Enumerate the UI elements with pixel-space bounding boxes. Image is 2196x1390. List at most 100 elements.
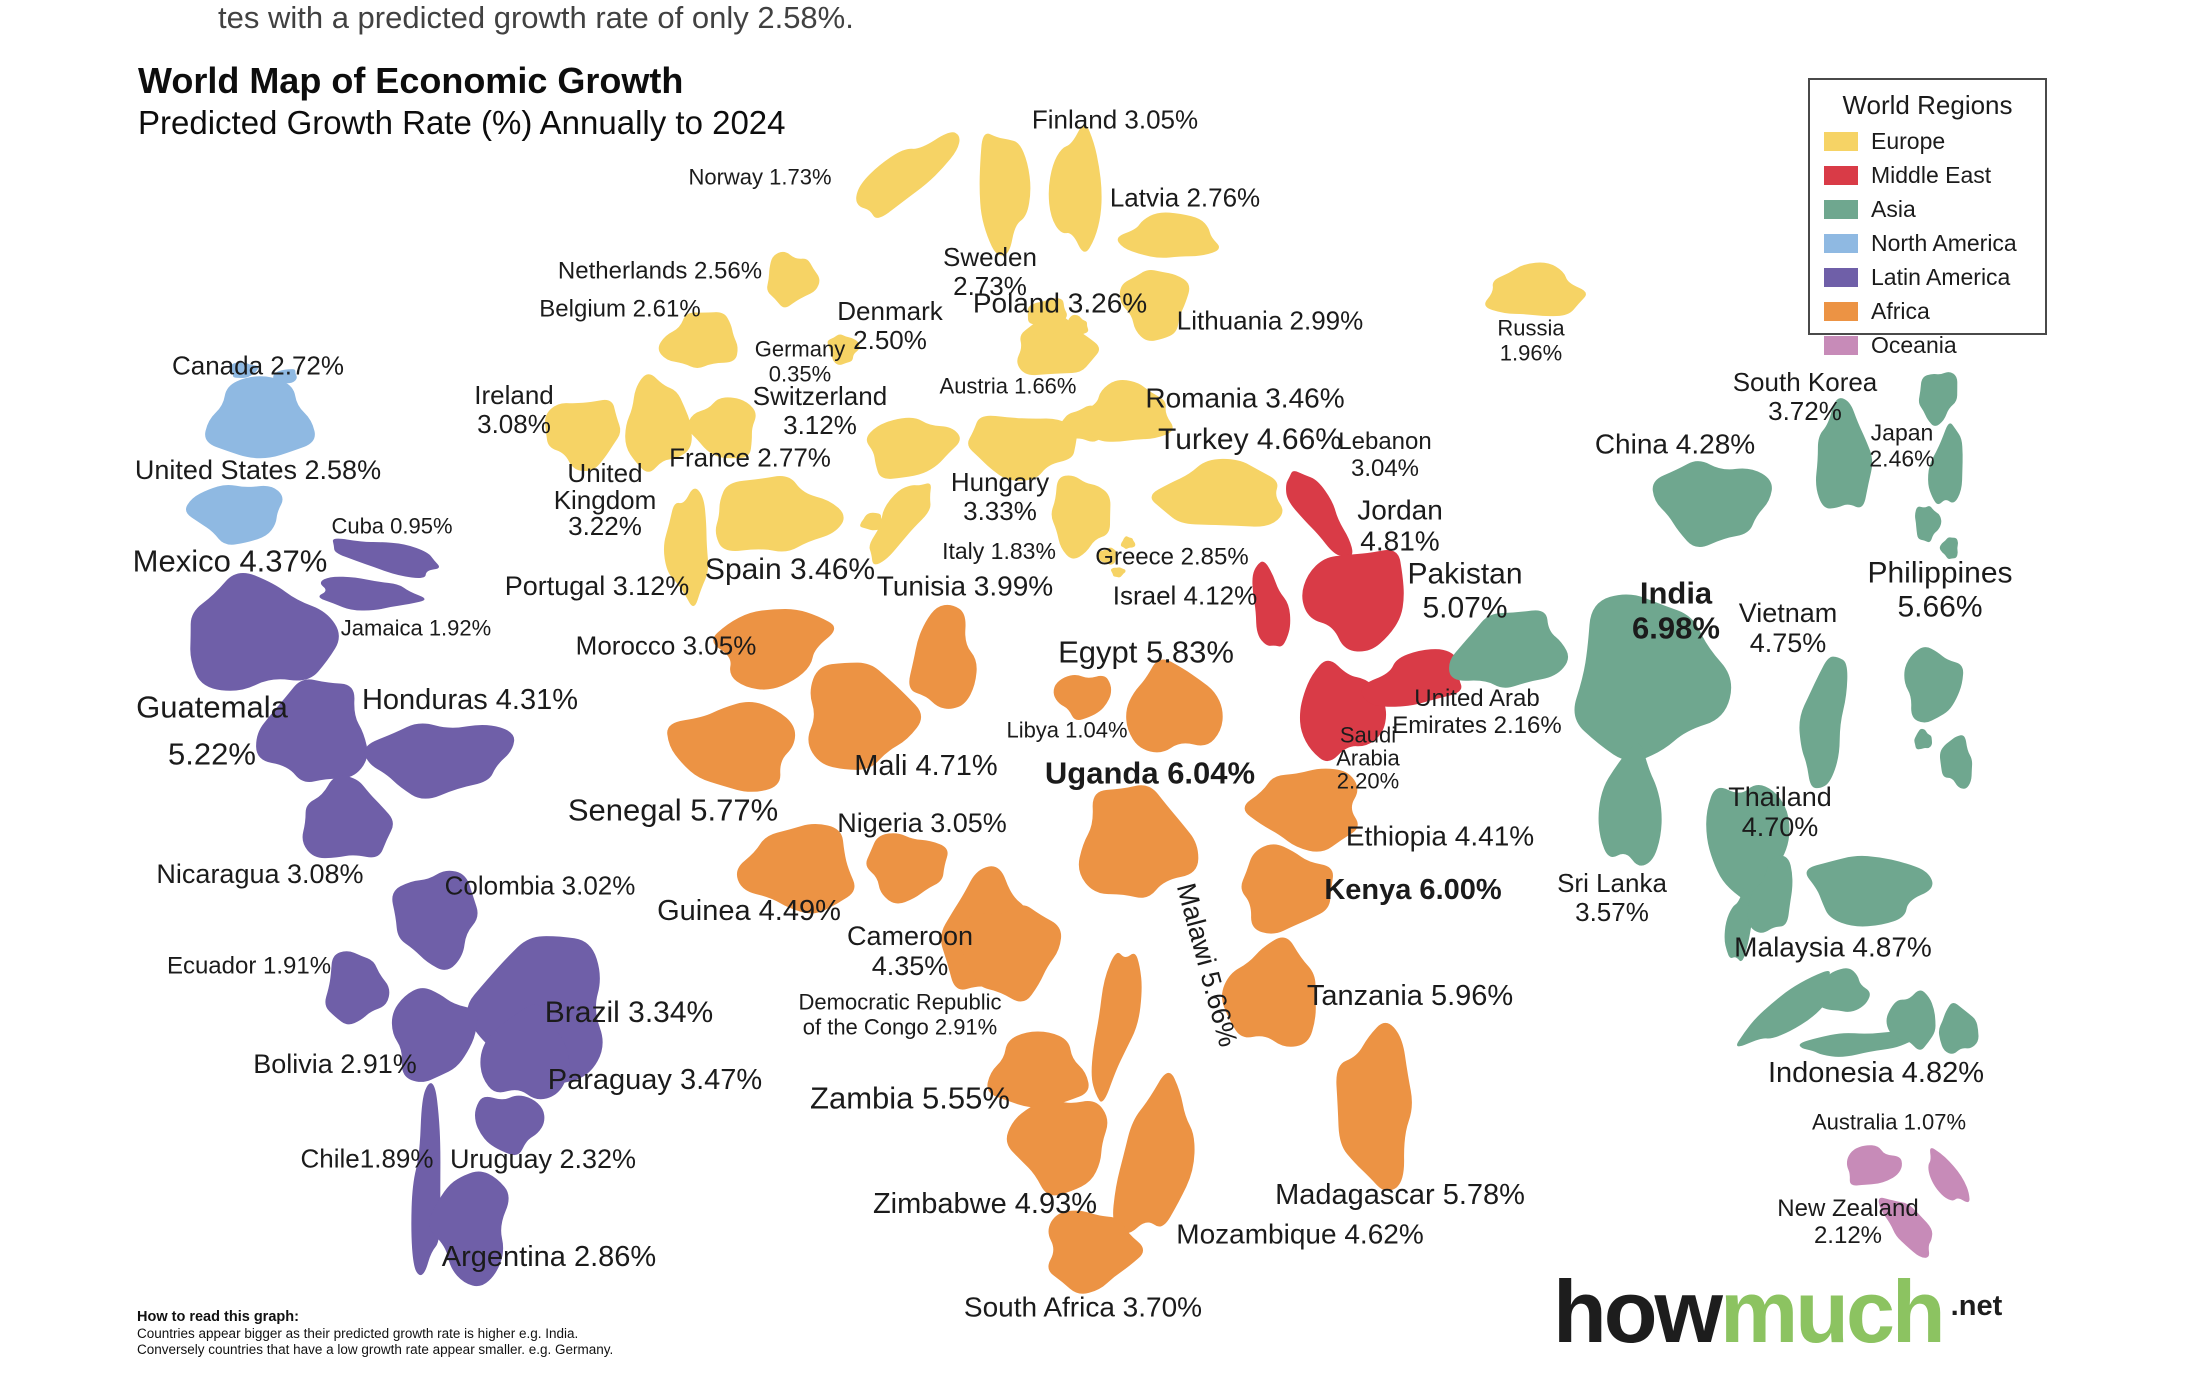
legend-swatch-north_america: [1824, 234, 1858, 253]
country-shape-poland: [1017, 315, 1100, 376]
legend-title: World Regions: [1842, 90, 2013, 120]
country-label-argentina: Argentina 2.86%: [441, 1240, 657, 1273]
country-shape-switzerland: [866, 417, 960, 479]
country-shape-indonesia: [1737, 971, 1833, 1047]
country-shape-uganda: [1078, 785, 1199, 898]
country-label-austria: Austria 1.66%: [939, 373, 1077, 399]
country-shape-greece-2: [1120, 536, 1136, 549]
country-label-hungary: Hungary 3.33%: [950, 466, 1050, 526]
country-label-saudi-arabia: Saudi Arabia 2.20%: [1336, 722, 1400, 794]
country-label-egypt: Egypt 5.83%: [1058, 634, 1234, 670]
country-shape-lithuania: [1119, 269, 1190, 341]
country-label-romania: Romania 3.46%: [1145, 382, 1345, 414]
country-label-morocco: Morocco 3.05%: [575, 630, 757, 661]
country-shape-jamaica: [319, 576, 425, 611]
country-label-uruguay: Uruguay 2.32%: [449, 1143, 637, 1174]
country-shape-romania: [1080, 380, 1173, 442]
country-shape-netherlands: [767, 251, 820, 308]
country-shape-china: [1652, 461, 1772, 548]
country-shape-indonesia-2: [1799, 1031, 1921, 1057]
country-label-madagascar: Madagascar 5.78%: [1275, 1178, 1525, 1211]
country-shape-mexico: [190, 573, 339, 691]
legend-item-latin_america: Latin America: [1824, 264, 2045, 291]
page-subtitle: Predicted Growth Rate (%) Annually to 20…: [138, 104, 786, 141]
country-label-democratic-republic-of-the-congo: Democratic Republic of the Congo 2.91%: [798, 989, 1002, 1039]
country-label-zimbabwe: Zimbabwe 4.93%: [872, 1187, 1098, 1220]
article-text-fragment: tes with a predicted growth rate of only…: [218, 0, 854, 35]
country-shape-egypt: [1126, 659, 1223, 753]
country-shape-jordan: [1302, 550, 1404, 652]
legend-item-middle_east: Middle East: [1824, 162, 2045, 189]
country-shape-zambia: [987, 1031, 1089, 1108]
country-shape-malaysia-1: [1806, 855, 1933, 927]
country-shape-philippines: [1904, 647, 1964, 723]
country-label-jamaica: Jamaica 1.92%: [340, 615, 492, 641]
country-shape-ireland: [545, 399, 621, 472]
legend-swatch-latin_america: [1824, 268, 1858, 287]
country-shape-nigeria: [866, 833, 948, 904]
country-label-spain: Spain 3.46%: [704, 553, 876, 587]
country-shape-united-arab-emirates: [1361, 649, 1462, 707]
country-shape-democratic-republic-of-the-congo: [958, 905, 1062, 1002]
country-shape-south-africa: [1048, 1210, 1144, 1294]
country-label-switzerland: Switzerland 3.12%: [752, 380, 888, 440]
country-shape-tanzania: [1221, 937, 1316, 1047]
country-shape-libya: [1053, 674, 1112, 721]
country-label-mexico: Mexico 4.37%: [132, 543, 328, 579]
legend-item-oceania: Oceania: [1824, 332, 2045, 359]
country-shape-united-kingdom: [625, 374, 692, 472]
country-shape-tunisia: [909, 604, 977, 709]
country-shape-chile: [411, 1083, 441, 1276]
country-label-sri-lanka: Sri Lanka 3.57%: [1557, 867, 1667, 927]
country-label-mozambique: Mozambique 4.62%: [1176, 1218, 1424, 1250]
country-shape-spain: [715, 476, 844, 552]
country-label-italy: Italy 1.83%: [942, 538, 1056, 565]
country-label-malaysia: Malaysia 4.87%: [1734, 931, 1932, 963]
country-shape-guatemala: [256, 679, 368, 783]
legend-swatch-oceania: [1824, 336, 1858, 355]
legend-label-africa: Africa: [1871, 298, 1930, 324]
country-label-cuba: Cuba 0.95%: [331, 513, 453, 539]
country-label-jordan: Jordan 4.81%: [1357, 494, 1443, 557]
country-shape-indonesia-3: [1886, 990, 1936, 1050]
country-shape-israel: [1252, 561, 1291, 647]
country-shape-sri-lanka: [1598, 743, 1662, 866]
country-shape-indonesia-4: [1938, 1002, 1979, 1054]
legend-label-oceania: Oceania: [1871, 332, 1957, 358]
country-label-tanzania: Tanzania 5.96%: [1306, 979, 1514, 1012]
country-label-brazil: Brazil 3.34%: [544, 996, 714, 1030]
country-label-mali: Mali 4.71%: [854, 749, 998, 782]
logo-text-much: much: [1719, 1262, 1946, 1361]
country-shape-canada: [205, 376, 315, 459]
country-shape-portugal: [663, 488, 709, 607]
country-shape-malaysia: [1747, 855, 1793, 933]
footnote-heading: How to read this graph:: [137, 1309, 299, 1325]
country-shape-vietnam: [1799, 656, 1848, 789]
legend-swatch-europe: [1824, 132, 1858, 151]
country-shape-germany: [827, 334, 860, 365]
country-shape-japan-1: [1928, 423, 1963, 505]
page-title: World Map of Economic Growth: [138, 60, 684, 101]
country-label-germany: Germany 0.35%: [754, 336, 846, 386]
country-label-india: India 6.98%: [1632, 575, 1720, 645]
country-label-norway: Norway 1.73%: [688, 164, 832, 190]
country-shape-madagascar: [1336, 1022, 1412, 1191]
country-shape-russia: [1485, 262, 1586, 317]
country-shape-denmark-2: [1021, 333, 1040, 350]
country-label-indonesia: Indonesia 4.82%: [1767, 1056, 1985, 1089]
country-label-guatemala: Guatemala 5.22%: [136, 689, 288, 772]
country-label-belgium: Belgium 2.61%: [539, 295, 701, 323]
country-label-netherlands: Netherlands 2.56%: [557, 257, 763, 285]
country-label-south-korea: South Korea 3.72%: [1732, 366, 1878, 426]
country-label-lithuania: Lithuania 2.99%: [1176, 305, 1364, 336]
country-shape-philippines-1: [1939, 735, 1973, 789]
country-label-france: France 2.77%: [669, 442, 831, 473]
country-label-united-states: United States 2.58%: [134, 454, 382, 485]
country-label-kenya: Kenya 6.00%: [1324, 873, 1502, 906]
country-shape-indonesia-1: [1817, 968, 1870, 1012]
legend-label-latin_america: Latin America: [1871, 264, 2011, 290]
country-shape-japan: [1918, 372, 1958, 426]
country-label-russia: Russia 1.96%: [1497, 315, 1565, 365]
country-shape-new-zealand-1: [1878, 1197, 1933, 1258]
